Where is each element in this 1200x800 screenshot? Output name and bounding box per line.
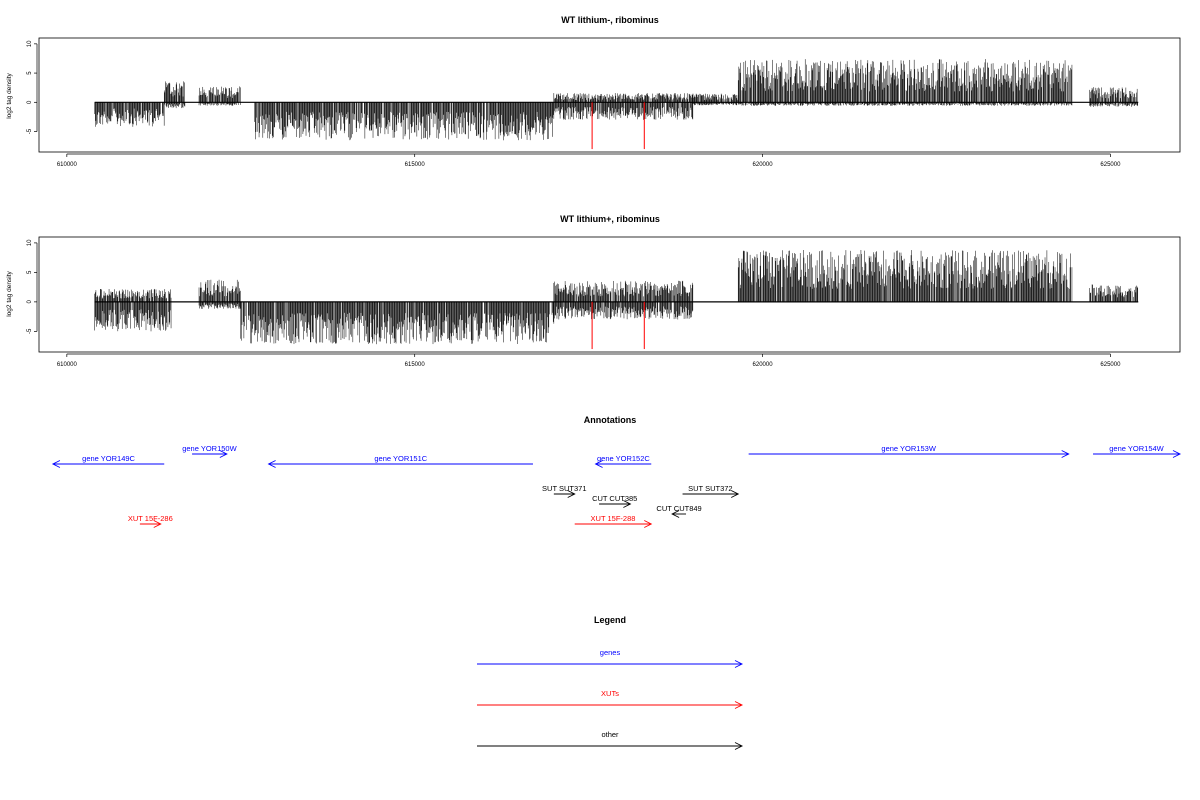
- track-panel-lithium-plus: WT lithium+, ribominus log2 tag density …: [6, 214, 1181, 368]
- annotation-arrow: [192, 450, 228, 458]
- track-panel-lithium-minus: WT lithium-, ribominus log2 tag density …: [6, 15, 1181, 168]
- annotation-arrow: [599, 500, 632, 508]
- x-tick-label: 615000: [405, 162, 426, 168]
- x-tick-label: 615000: [405, 362, 426, 368]
- y-axis-label: log2 tag density: [6, 72, 13, 118]
- legend-label: genes: [600, 648, 621, 657]
- legend-panel: Legend genes XUTs other: [477, 615, 744, 750]
- annotation-arrow: [1093, 450, 1182, 458]
- legend-title: Legend: [594, 615, 626, 625]
- annotation-arrow: [671, 510, 687, 518]
- x-tick-label: 620000: [753, 362, 774, 368]
- legend-arrow: [477, 701, 744, 709]
- annotation-label: gene YOR150W: [182, 444, 237, 453]
- annotation-label: CUT CUT385: [592, 494, 637, 503]
- annotation-label: gene YOR153W: [881, 444, 936, 453]
- annotation-arrow: [682, 490, 740, 498]
- annotation-label: SUT SUT372: [688, 484, 732, 493]
- legend-arrow: [477, 742, 744, 750]
- annotations-title: Annotations: [584, 415, 637, 425]
- annotation-label: gene YOR151C: [374, 454, 427, 463]
- y-tick-label: 0: [27, 300, 33, 304]
- annotation-label: gene YOR154W: [1109, 444, 1164, 453]
- y-tick-label: 5: [27, 270, 33, 274]
- annotation-label: gene YOR152C: [597, 454, 650, 463]
- y-tick-label: 0: [27, 100, 33, 104]
- plot-frame: [38, 236, 1181, 353]
- density-bars: [94, 59, 1139, 150]
- annotation-label: SUT SUT371: [542, 484, 586, 493]
- y-axis-label: log2 tag density: [6, 270, 13, 316]
- annotation-arrow: [594, 460, 652, 468]
- y-tick-label: -5: [27, 328, 33, 334]
- legend-label: XUTs: [601, 689, 619, 698]
- y-tick-label: -5: [27, 128, 33, 134]
- x-tick-label: 610000: [57, 162, 78, 168]
- x-tick-label: 625000: [1100, 162, 1121, 168]
- annotation-label: CUT CUT849: [656, 504, 701, 513]
- annotation-arrow: [139, 520, 162, 528]
- legend-label: other: [601, 730, 619, 739]
- annotation-arrow: [553, 490, 576, 498]
- annotation-arrow: [51, 460, 165, 468]
- x-tick-label: 610000: [57, 362, 78, 368]
- y-tick-label: 10: [27, 40, 33, 47]
- annotation-arrow: [748, 450, 1070, 458]
- axes: -5 0 5 10 610000 615000 620000 625000: [27, 40, 1121, 168]
- annotation-label: XUT 15F-288: [591, 514, 636, 523]
- y-tick-label: 10: [27, 239, 33, 246]
- x-tick-label: 620000: [753, 162, 774, 168]
- annotation-label: XUT 15F-286: [128, 514, 173, 523]
- x-tick-label: 625000: [1100, 362, 1121, 368]
- annotation-label: gene YOR149C: [82, 454, 135, 463]
- annotation-arrow: [267, 460, 533, 468]
- plot-frame: [38, 37, 1181, 153]
- density-bars: [94, 249, 1139, 350]
- axes: -5 0 5 10 610000 615000 620000 625000: [27, 239, 1121, 368]
- legend-arrow: [477, 660, 744, 668]
- y-tick-label: 5: [27, 71, 33, 75]
- annotation-features: gene YOR149C gene YOR150W gene YOR151C gene…: [51, 444, 1182, 528]
- track-title: WT lithium-, ribominus: [561, 15, 659, 25]
- legend-items: genes XUTs other: [477, 648, 744, 750]
- annotation-arrow: [574, 520, 653, 528]
- track-title: WT lithium+, ribominus: [560, 214, 660, 224]
